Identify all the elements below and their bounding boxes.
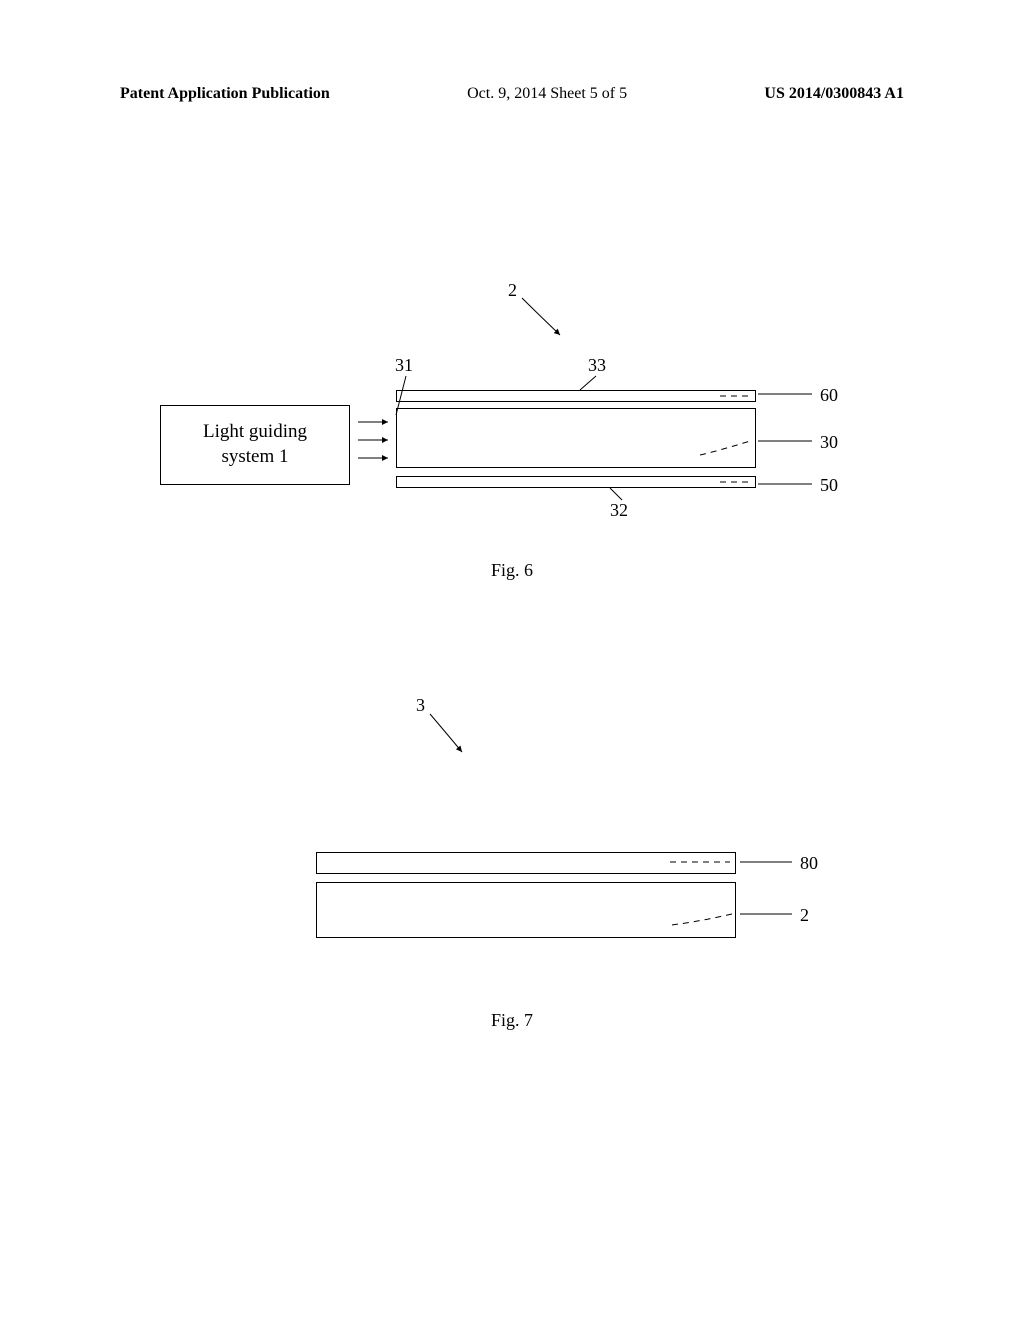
- fig7-caption: Fig. 7: [491, 1010, 533, 1031]
- fig7-label-80: 80: [800, 853, 818, 874]
- header-center: Oct. 9, 2014 Sheet 5 of 5: [467, 85, 627, 103]
- fig7-layer-80: [316, 852, 736, 874]
- light-guide-line2: system 1: [221, 445, 288, 470]
- fig6-label-33: 33: [588, 355, 606, 376]
- fig7-curve-3: [0, 0, 1024, 1320]
- page-header: Patent Application Publication Oct. 9, 2…: [120, 85, 904, 103]
- header-left: Patent Application Publication: [120, 85, 330, 103]
- light-guiding-box: Light guiding system 1: [160, 405, 350, 485]
- header-right: US 2014/0300843 A1: [764, 85, 904, 103]
- fig6-label-30: 30: [820, 432, 838, 453]
- fig6-layer-30: [396, 408, 756, 468]
- fig7-leaders: [0, 0, 1024, 1320]
- fig6-label-60: 60: [820, 385, 838, 406]
- fig6-label-31: 31: [395, 355, 413, 376]
- fig7-label-2: 2: [800, 905, 809, 926]
- fig6-label-2: 2: [508, 280, 517, 301]
- fig6-label-32: 32: [610, 500, 628, 521]
- fig6-caption: Fig. 6: [491, 560, 533, 581]
- fig6-label-50: 50: [820, 475, 838, 496]
- fig6-layer-60: [396, 390, 756, 402]
- fig6-curve-2: [0, 0, 1024, 1320]
- fig7-label-3: 3: [416, 695, 425, 716]
- fig6-leaders: [0, 0, 1024, 1320]
- fig6-light-arrows: [0, 0, 1024, 1320]
- fig7-layer-2: [316, 882, 736, 938]
- fig6-layer-50: [396, 476, 756, 488]
- light-guide-line1: Light guiding: [203, 420, 307, 445]
